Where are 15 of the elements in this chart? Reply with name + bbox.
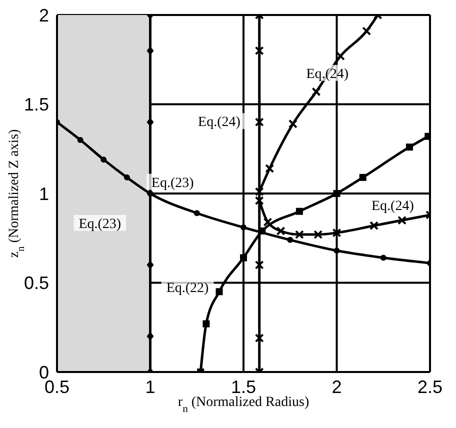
x-tick-label: 2 [332,376,342,397]
y-tick-label: 2 [38,5,49,26]
annotation: Eq.(24) [372,198,414,214]
annotation: Eq.(24) [198,115,241,130]
annotation: Eq.(23) [78,216,122,232]
annotation: Eq.(23) [151,176,194,191]
x-tick-label: 1 [145,376,156,397]
x-axis-title: r$_{n}$ (Normalized Radius) [178,395,310,414]
y-tick-label: 1.5 [24,94,49,115]
y-tick-label: 1 [38,184,49,204]
y-tick-label: 0.5 [24,273,49,294]
annotation: Eq.(22) [166,281,210,296]
x-tick-label: 1.5 [230,376,256,397]
annotation: Eq.(24) [306,66,349,82]
x-tick-label: 2.5 [417,376,443,397]
